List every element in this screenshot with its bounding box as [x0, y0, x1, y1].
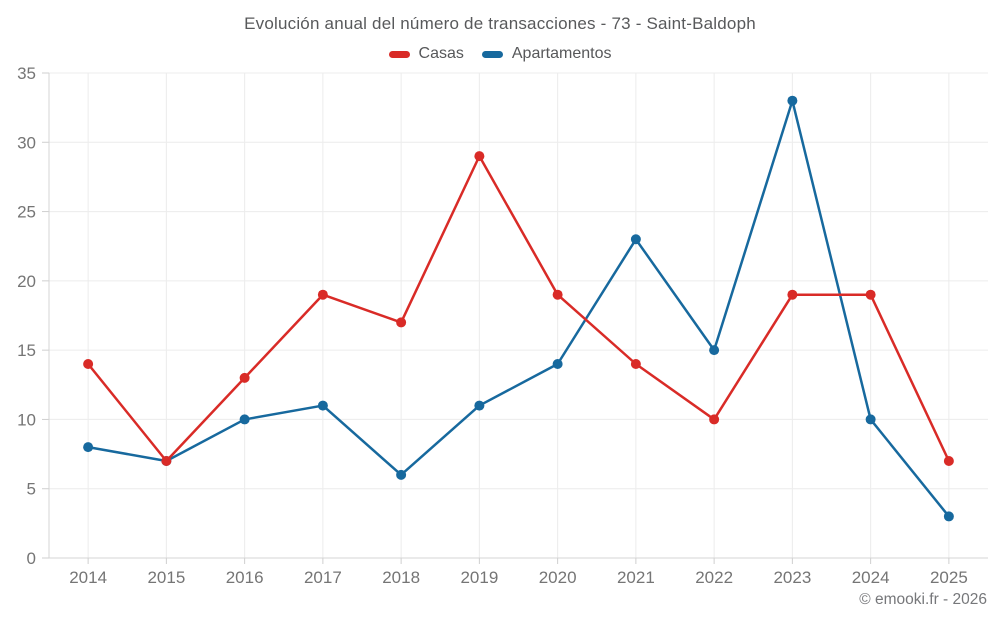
data-point-casas-2025[interactable] [943, 456, 954, 466]
data-point-apartamentos-2024[interactable] [865, 414, 876, 425]
data-point-apartamentos-2022[interactable] [709, 345, 720, 356]
chart-title: Evolución anual del número de transaccio… [244, 14, 756, 33]
data-point-apartamentos-2016[interactable] [239, 414, 250, 425]
chart-legend: Casas Apartamentos [0, 45, 1000, 63]
data-point-casas-2015[interactable] [161, 456, 172, 466]
y-tick-label: 5 [27, 480, 36, 499]
data-point-casas-2014[interactable] [83, 359, 94, 369]
y-tick-label: 0 [27, 549, 36, 568]
data-point-apartamentos-2014[interactable] [83, 442, 94, 453]
x-tick-label: 2017 [304, 568, 342, 587]
data-point-apartamentos-2017[interactable] [317, 400, 328, 411]
data-point-casas-2024[interactable] [865, 289, 876, 300]
x-tick-label: 2014 [69, 568, 107, 587]
legend-item-apartamentos[interactable]: Apartamentos [481, 45, 612, 63]
legend-item-casas[interactable]: Casas [388, 45, 464, 63]
y-tick-label: 35 [17, 64, 36, 83]
y-tick-label: 30 [17, 133, 36, 152]
data-point-apartamentos-2018[interactable] [396, 469, 407, 480]
data-point-apartamentos-2020[interactable] [552, 359, 563, 369]
data-point-casas-2021[interactable] [630, 359, 641, 369]
x-tick-label: 2022 [695, 568, 733, 587]
data-point-casas-2022[interactable] [709, 414, 720, 425]
casas-series-swatch-icon [388, 50, 410, 58]
data-point-apartamentos-2025[interactable] [943, 511, 954, 522]
data-point-apartamentos-2023[interactable] [787, 95, 798, 106]
series-line-apartamentos [86, 99, 951, 518]
data-point-casas-2020[interactable] [552, 289, 563, 300]
legend-label-casas: Casas [418, 45, 464, 62]
y-tick-label: 20 [17, 272, 36, 291]
data-point-apartamentos-2021[interactable] [630, 234, 641, 245]
x-tick-label: 2018 [382, 568, 420, 587]
series-line-casas [86, 154, 951, 463]
data-point-apartamentos-2019[interactable] [474, 400, 485, 411]
data-point-casas-2018[interactable] [396, 317, 407, 328]
data-point-casas-2016[interactable] [239, 372, 250, 383]
y-tick-label: 25 [17, 203, 36, 222]
data-point-casas-2017[interactable] [317, 289, 328, 300]
copyright-footer: © emooki.fr - 2026 [859, 591, 987, 608]
y-tick-label: 10 [17, 410, 36, 429]
data-point-casas-2023[interactable] [787, 289, 798, 300]
x-tick-label: 2019 [460, 568, 498, 587]
x-tick-label: 2021 [617, 568, 655, 587]
x-tick-label: 2024 [852, 568, 890, 587]
data-point-casas-2019[interactable] [474, 151, 485, 162]
apartamentos-series-swatch-icon [481, 50, 503, 58]
legend-label-apartamentos: Apartamentos [511, 45, 612, 62]
x-tick-label: 2020 [539, 568, 577, 587]
y-tick-label: 15 [17, 341, 36, 360]
x-tick-label: 2016 [226, 568, 264, 587]
x-tick-label: 2023 [773, 568, 811, 587]
x-tick-label: 2015 [147, 568, 185, 587]
x-tick-label: 2025 [930, 568, 968, 587]
